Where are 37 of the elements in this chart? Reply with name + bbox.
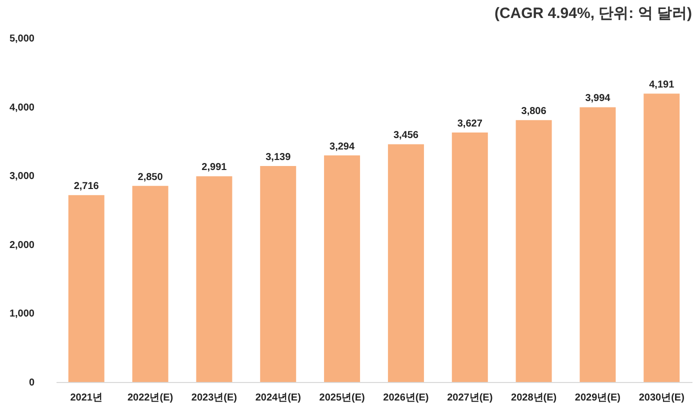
data-label: 3,627 [457,118,483,130]
bar [452,132,488,382]
x-tick-label: 2027년(E) [447,392,493,404]
data-label: 2,850 [138,172,164,183]
bar [388,144,424,382]
x-tick-label: 2023년(E) [191,392,237,404]
y-tick-label: 2,000 [9,240,35,251]
data-label: 4,191 [649,80,675,91]
y-tick-label: 0 [28,378,35,388]
data-label: 3,806 [521,106,547,118]
bar [324,155,360,382]
bar [196,176,232,382]
data-label: 2,716 [74,181,100,192]
x-tick-label: 2028년(E) [511,392,557,404]
data-label: 3,456 [393,130,419,142]
data-label: 2,991 [202,162,228,174]
y-tick-label: 5,000 [9,34,35,44]
data-label: 3,294 [330,141,355,152]
data-label: 3,139 [266,152,292,164]
data-label: 3,994 [585,93,611,104]
bar [132,186,168,382]
bar [644,94,680,382]
bar [580,107,616,382]
y-tick-label: 3,000 [9,171,35,182]
y-tick-label: 4,000 [9,102,35,114]
x-tick-label: 2025년(E) [319,392,365,404]
x-tick-label: 2021년 [70,392,102,404]
y-tick-label: 1,000 [9,308,35,320]
bar [260,166,296,382]
x-tick-label: 2029년(E) [574,392,621,404]
bar [68,195,104,382]
x-tick-label: 2024년(E) [255,392,301,404]
x-tick-label: 2026년(E) [383,392,429,404]
text: (CAGR 4.94%, 단위: 억 달러) [494,5,692,22]
x-tick-label: 2030년(E) [638,392,684,404]
x-tick-label: 2022년(E) [127,392,174,404]
bar [516,120,552,382]
